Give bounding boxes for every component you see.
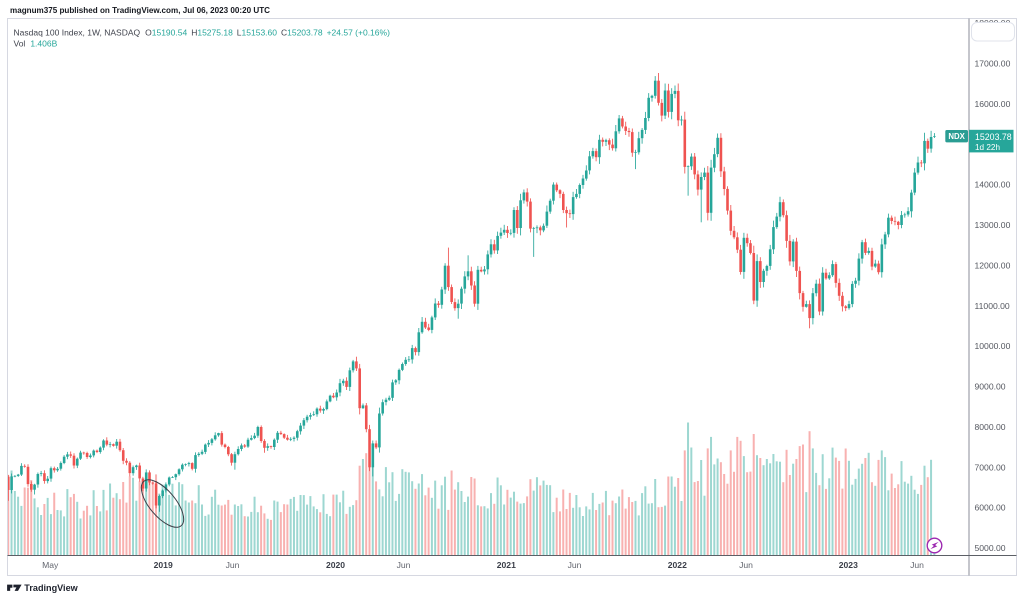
svg-text:5000.00: 5000.00 [975, 543, 1006, 553]
svg-text:magnum375 published on Trading: magnum375 published on TradingView.com, … [10, 6, 270, 15]
svg-text:Jun: Jun [226, 560, 240, 570]
svg-text:8000.00: 8000.00 [975, 422, 1006, 432]
svg-text:6000.00: 6000.00 [975, 503, 1006, 513]
svg-text:2021: 2021 [497, 560, 516, 570]
svg-text:2020: 2020 [326, 560, 345, 570]
svg-text:15203.78: 15203.78 [975, 132, 1012, 142]
svg-text:11000.00: 11000.00 [975, 301, 1010, 311]
svg-text:16000.00: 16000.00 [975, 99, 1011, 109]
svg-text:14000.00: 14000.00 [975, 180, 1011, 190]
svg-text:NDX: NDX [948, 132, 965, 141]
svg-text:13000.00: 13000.00 [975, 220, 1011, 230]
svg-text:1d 22h: 1d 22h [975, 143, 1000, 152]
svg-text:Jun: Jun [568, 560, 582, 570]
svg-text:Jun: Jun [397, 560, 411, 570]
svg-text:12000.00: 12000.00 [975, 260, 1011, 270]
svg-text:10000.00: 10000.00 [975, 341, 1011, 351]
svg-text:17000.00: 17000.00 [975, 59, 1011, 69]
svg-text:7000.00: 7000.00 [975, 462, 1006, 472]
svg-text:9000.00: 9000.00 [975, 382, 1006, 392]
svg-text:2023: 2023 [839, 560, 858, 570]
svg-text:Jun: Jun [739, 560, 753, 570]
svg-text:May: May [42, 560, 59, 570]
svg-text:Jun: Jun [910, 560, 924, 570]
svg-text:TradingView: TradingView [24, 583, 78, 593]
svg-text:2022: 2022 [668, 560, 687, 570]
svg-text:2019: 2019 [154, 560, 173, 570]
